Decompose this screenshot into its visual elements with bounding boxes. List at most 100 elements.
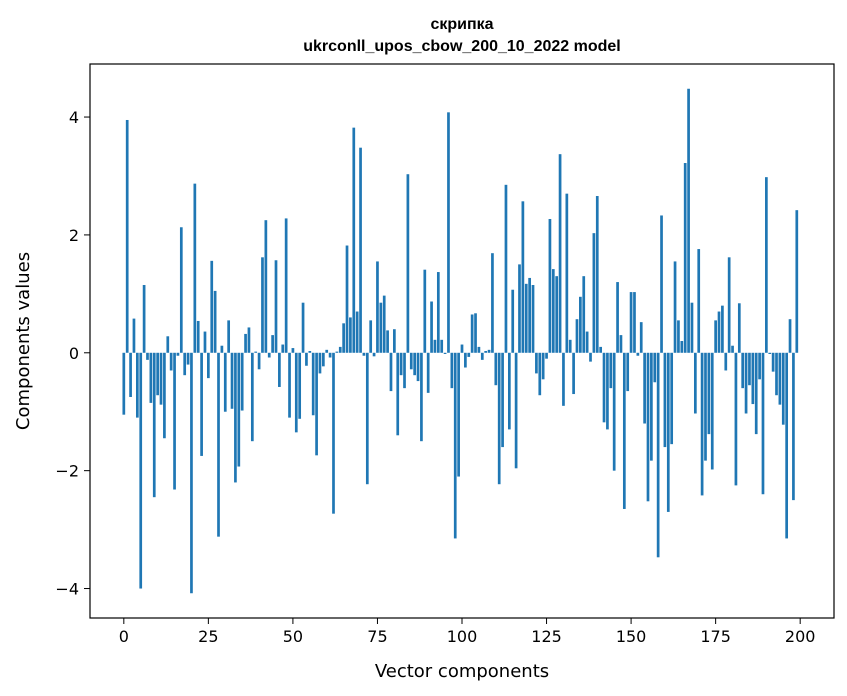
bar-155 [646,352,650,502]
x-tick-label: 175 [700,627,731,646]
bar-152 [636,352,640,356]
bar-28 [217,352,220,537]
bar-174 [710,352,714,470]
bar-148 [622,352,626,509]
bar-36 [244,333,247,353]
bar-116 [514,352,518,469]
bar-25 [207,352,210,379]
bar-32 [230,352,234,409]
y-tick-label: 4 [69,108,79,127]
bar-79 [389,352,393,392]
bar-23 [200,352,203,456]
bar-66 [345,245,349,353]
bar-133 [572,352,575,395]
bar-48 [284,218,288,353]
bar-5 [139,352,143,589]
bar-2 [129,352,132,397]
bar-187 [754,352,758,435]
bar-84 [406,174,410,353]
x-tick-label: 75 [367,627,387,646]
bar-105 [477,346,481,353]
bar-131 [565,193,569,353]
bar-194 [778,352,782,405]
bar-73 [369,320,373,353]
bar-112 [501,352,504,448]
bar-17 [179,227,183,353]
bar-41 [261,257,264,353]
bar-26 [210,260,214,353]
bar-154 [643,352,646,424]
bar-142 [602,352,606,423]
y-tick-label: 2 [69,226,79,245]
bar-144 [609,352,613,389]
bar-63 [335,351,339,353]
bar-173 [707,352,711,435]
bar-20 [190,352,193,594]
bar-122 [535,352,538,374]
bar-8 [149,352,153,403]
bar-90 [426,352,430,393]
bar-29 [220,345,224,353]
bar-162 [670,352,674,445]
bar-110 [494,352,498,386]
bar-195 [781,352,785,425]
bar-91 [430,301,433,353]
bar-134 [575,319,579,353]
bar-111 [497,352,501,485]
bar-43 [267,352,271,358]
bar-82 [399,352,403,376]
bar-132 [568,339,572,353]
bar-42 [264,220,268,353]
bar-33 [234,352,237,483]
bar-54 [305,352,308,366]
bar-94 [440,339,444,353]
bar-137 [585,331,589,353]
bar-170 [697,249,701,353]
bar-74 [372,352,376,357]
bar-153 [639,322,643,353]
bar-190 [765,177,768,353]
bar-34 [237,352,241,467]
bar-27 [213,290,217,353]
bar-127 [551,269,555,353]
bar-13 [166,336,170,353]
bar-49 [288,352,291,418]
bar-76 [379,302,383,353]
bar-87 [416,352,420,382]
x-tick-label: 150 [616,627,647,646]
bar-197 [788,319,792,353]
bar-59 [321,352,325,367]
bar-12 [163,352,166,439]
bar-77 [382,295,386,353]
bar-71 [362,352,366,356]
bar-99 [457,352,460,477]
bar-156 [650,352,653,461]
plot-frame [89,63,835,619]
bar-192 [771,352,775,372]
bar-125 [545,352,548,359]
bar-45 [274,260,278,353]
x-tick-label: 100 [447,627,478,646]
bar-164 [677,320,680,353]
bar-50 [291,348,295,353]
bar-107 [484,351,488,353]
bar-67 [349,317,352,353]
bar-100 [460,344,464,353]
bar-75 [376,261,379,353]
bar-106 [480,352,484,360]
bar-40 [257,352,261,370]
bar-181 [734,352,738,486]
bar-150 [629,292,633,353]
bar-30 [223,352,227,412]
bar-38 [250,352,254,442]
x-tick-label: 0 [119,627,129,646]
bar-7 [146,352,149,360]
bar-145 [612,352,616,471]
bar-72 [365,352,369,485]
bar-136 [582,276,586,353]
bar-14 [169,352,173,371]
bar-57 [315,352,318,456]
x-tick-label: 125 [531,627,562,646]
bar-1 [125,119,129,353]
